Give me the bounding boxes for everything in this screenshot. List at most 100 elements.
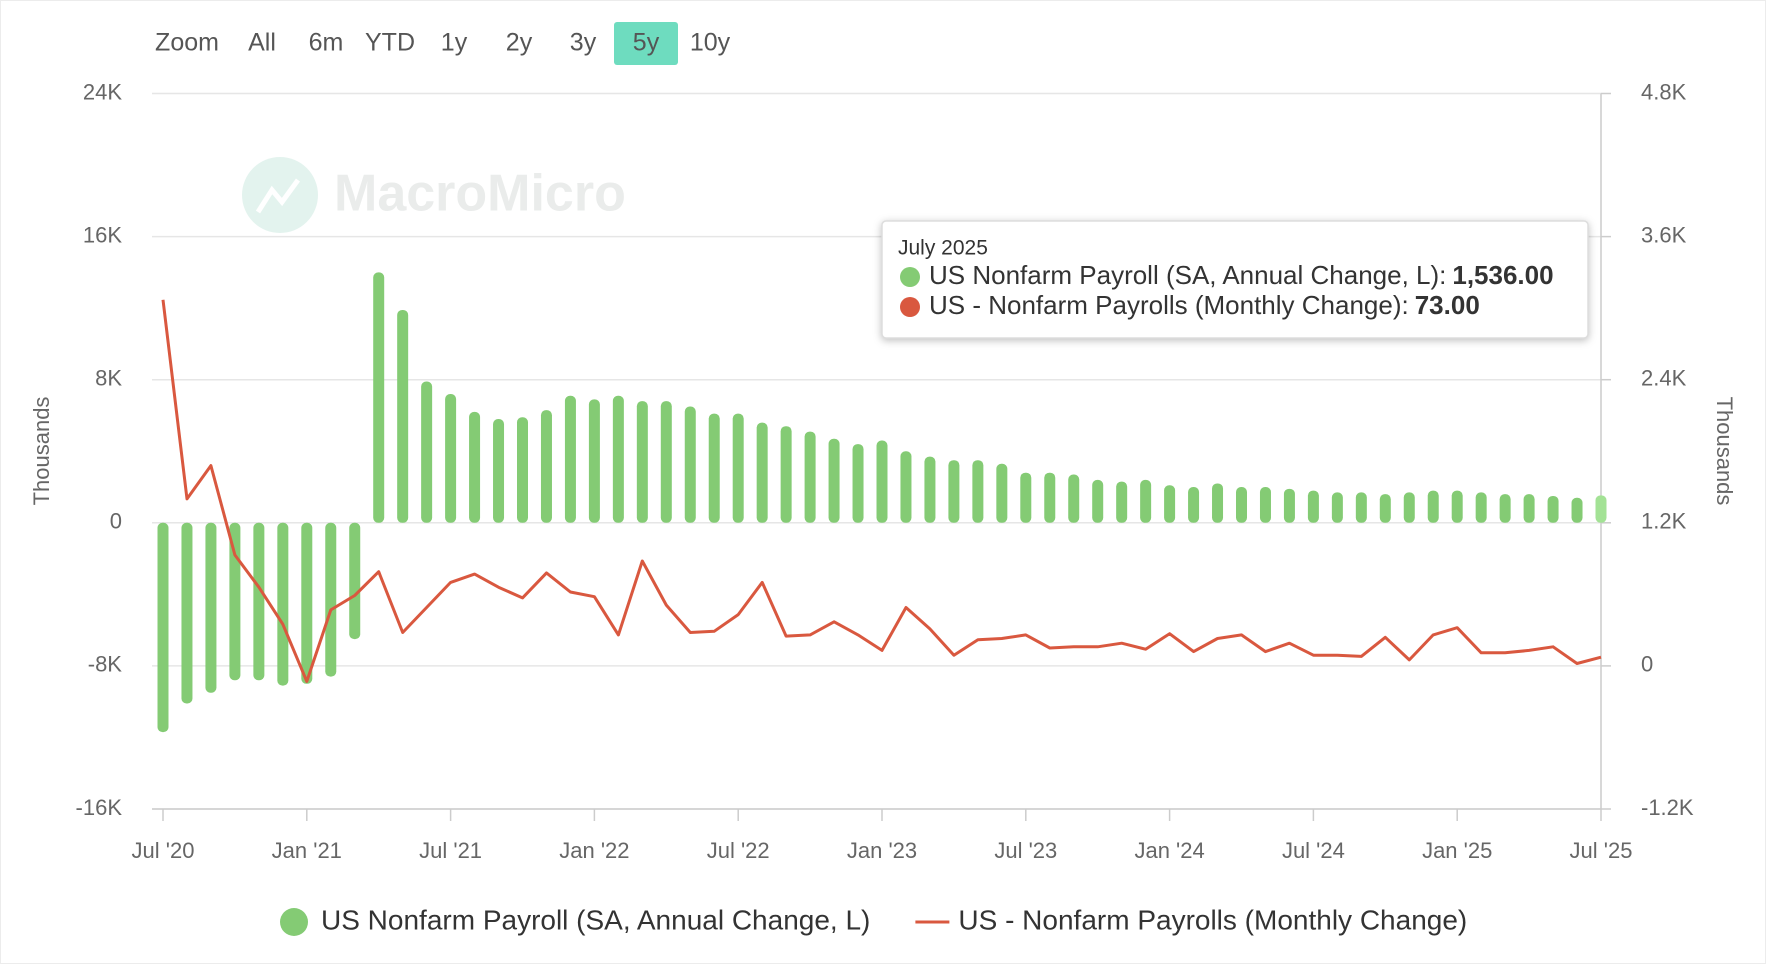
bar xyxy=(876,440,888,523)
y-tick-label: 8K xyxy=(95,366,122,391)
bar xyxy=(1595,495,1607,523)
bar xyxy=(493,419,505,523)
y-axis-title: Thousands xyxy=(29,397,54,506)
bar xyxy=(1283,488,1295,523)
range-button-label[interactable]: 2y xyxy=(506,29,533,57)
range-button[interactable]: 1y xyxy=(441,29,468,57)
bar xyxy=(1259,487,1271,523)
bar xyxy=(660,401,672,523)
bar xyxy=(684,406,696,523)
y-tick-label: -16K xyxy=(76,795,123,820)
watermark: MacroMicro xyxy=(242,157,626,233)
bar xyxy=(445,394,457,523)
bar xyxy=(924,456,936,523)
bar xyxy=(1547,495,1559,523)
legend-item[interactable]: US - Nonfarm Payrolls (Monthly Change) xyxy=(915,904,1467,935)
tooltip-box xyxy=(881,220,1589,339)
range-button[interactable]: 3y xyxy=(570,29,597,57)
legend-marker xyxy=(280,908,308,936)
y2-tick-label: 2.4K xyxy=(1641,366,1687,391)
bar xyxy=(972,460,984,523)
y-tick-label: -8K xyxy=(88,652,123,677)
bar xyxy=(1044,472,1056,523)
x-tick-label: Jul '24 xyxy=(1282,838,1345,863)
range-button[interactable]: 5y xyxy=(614,22,678,65)
bar xyxy=(1140,479,1152,523)
range-button[interactable]: 6m xyxy=(309,29,344,57)
bar xyxy=(852,444,864,523)
tooltip-title: July 2025 xyxy=(898,237,988,260)
tooltip-row: US Nonfarm Payroll (SA, Annual Change, L… xyxy=(929,260,1554,290)
bar xyxy=(1307,490,1319,523)
range-button-label[interactable]: 1y xyxy=(441,29,468,57)
range-button-label[interactable]: 10y xyxy=(690,29,731,57)
bar xyxy=(780,426,792,523)
bar xyxy=(301,522,313,684)
bar xyxy=(1164,485,1176,523)
x-tick-label: Jan '22 xyxy=(559,838,629,863)
bar xyxy=(564,395,576,523)
x-tick-label: Jan '23 xyxy=(847,838,917,863)
bar xyxy=(157,522,169,733)
bar xyxy=(1499,494,1511,523)
legend-label: US Nonfarm Payroll (SA, Annual Change, L… xyxy=(321,904,870,935)
range-button-label[interactable]: All xyxy=(248,29,276,57)
tooltip-value: 73.00 xyxy=(1415,290,1480,320)
y-tick-label: 16K xyxy=(83,222,122,247)
bar xyxy=(1212,483,1224,523)
x-tick-label: Jan '25 xyxy=(1422,838,1492,863)
range-button-label[interactable]: 5y xyxy=(633,29,660,57)
tooltip-label: US - Nonfarm Payrolls (Monthly Change): xyxy=(929,290,1409,320)
y2-axis-title: Thousands xyxy=(1712,397,1737,506)
tooltip-row: US - Nonfarm Payrolls (Monthly Change): 7… xyxy=(929,290,1480,320)
bar xyxy=(469,411,481,523)
bar xyxy=(996,463,1008,523)
y2-tick-label: -1.2K xyxy=(1641,795,1694,820)
range-button[interactable]: YTD xyxy=(365,29,415,57)
legend-label: US - Nonfarm Payrolls (Monthly Change) xyxy=(958,904,1467,935)
y2-tick-label: 3.6K xyxy=(1641,222,1687,247)
bar xyxy=(1523,494,1535,523)
bar xyxy=(1475,492,1487,523)
bar xyxy=(948,460,960,523)
y2-tick-label: 0 xyxy=(1641,652,1653,677)
bar xyxy=(804,431,816,523)
y-tick-label: 24K xyxy=(83,79,122,104)
watermark-text: MacroMicro xyxy=(334,165,626,223)
bar xyxy=(756,422,768,523)
range-button[interactable]: All xyxy=(248,29,276,57)
zoom-label: Zoom xyxy=(155,29,219,57)
x-tick-label: Jul '22 xyxy=(707,838,770,863)
bar xyxy=(1355,492,1367,523)
bar xyxy=(1571,497,1583,523)
bar xyxy=(1116,481,1128,523)
x-tick-label: Jul '20 xyxy=(132,838,195,863)
range-button[interactable]: 2y xyxy=(506,29,533,57)
watermark-logo xyxy=(242,157,318,233)
bar xyxy=(1188,487,1200,523)
bar xyxy=(732,413,744,523)
tooltip-value: 1,536.00 xyxy=(1452,260,1553,290)
bar xyxy=(397,309,409,523)
range-button-label[interactable]: 3y xyxy=(570,29,597,57)
x-tick-label: Jul '25 xyxy=(1570,838,1633,863)
bar xyxy=(588,399,600,523)
x-tick-label: Jul '23 xyxy=(994,838,1057,863)
legend: US Nonfarm Payroll (SA, Annual Change, L… xyxy=(280,904,1467,936)
tooltip-marker xyxy=(900,297,920,317)
range-button-label[interactable]: YTD xyxy=(365,29,415,57)
bar xyxy=(1020,472,1032,523)
bar xyxy=(1451,490,1463,523)
watermark-icon xyxy=(255,178,301,214)
range-button-label[interactable]: 6m xyxy=(309,29,344,57)
bar xyxy=(181,522,193,704)
bar xyxy=(205,522,217,693)
line xyxy=(161,299,1602,683)
legend-item[interactable]: US Nonfarm Payroll (SA, Annual Change, L… xyxy=(280,904,870,936)
range-button[interactable]: 10y xyxy=(690,29,731,57)
bar xyxy=(253,522,265,681)
bar xyxy=(517,417,528,523)
